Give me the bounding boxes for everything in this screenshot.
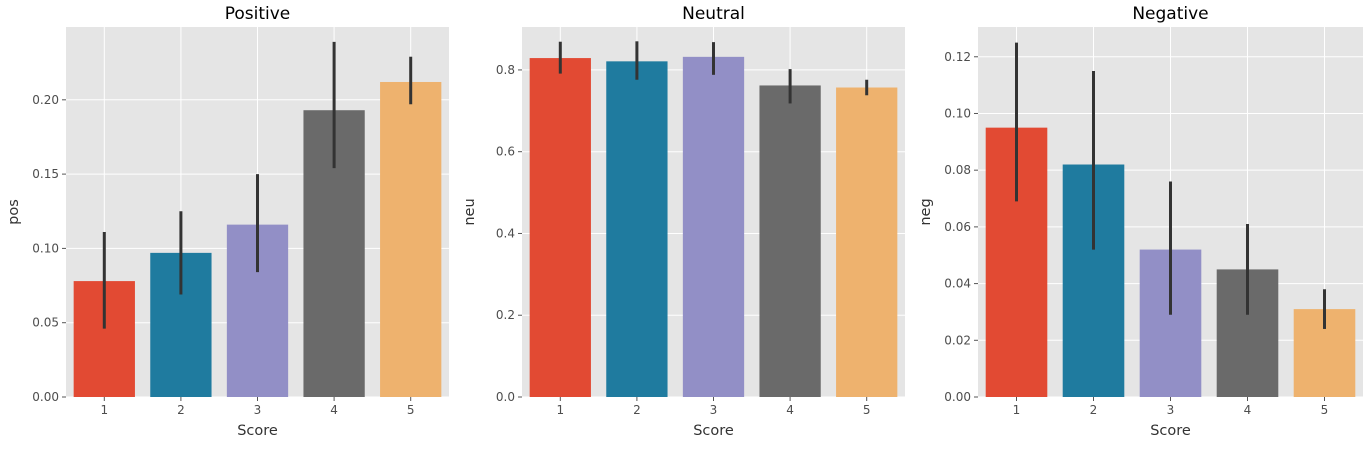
x-tick-label: 1 [100,403,108,417]
x-axis-label: Score [693,423,734,439]
panel-pos: 0.00 0.05 0.10 0.15 0.20 1 2 3 4 5 Positive Score po… [6,4,449,439]
y-tick-label: 0.12 [944,50,971,64]
y-axis-label: neg [918,198,934,225]
x-tick-label: 4 [1244,403,1252,417]
y-tick-label: 0.10 [32,241,59,255]
y-tick-label: 0.20 [32,93,59,107]
y-tick-label: 0.06 [944,220,971,234]
bar-score-3 [682,56,745,397]
y-tick-label: 0.10 [944,106,971,120]
x-tick-label: 1 [1013,403,1021,417]
y-tick-label: 0.08 [944,163,971,177]
chart-title: Negative [1132,4,1208,24]
x-tick-label: 5 [863,403,871,417]
x-tick-label: 2 [1090,403,1098,417]
panel-neu: 0.0 0.2 0.4 0.6 0.8 1 2 3 4 5 Neutral Score neu [462,4,905,439]
bar-score-2 [606,61,668,398]
x-tick-label: 5 [407,403,415,417]
x-axis-label: Score [237,423,278,439]
y-axis-label: pos [6,199,22,225]
x-tick-label: 1 [556,403,564,417]
x-tick-label: 3 [1167,403,1175,417]
y-tick-label: 0.05 [32,316,59,330]
bar-score-1 [529,58,591,397]
x-tick-label: 4 [330,403,338,417]
x-axis-label: Score [1150,423,1191,439]
x-tick-label: 3 [254,403,262,417]
y-tick-label: 0.0 [496,390,515,404]
x-tick-label: 3 [710,403,718,417]
chart-title: Neutral [682,4,745,24]
y-tick-label: 0.02 [944,333,971,347]
panel-neg: 0.00 0.02 0.04 0.06 0.08 0.10 0.12 1 2 3 4 5 Negativ… [918,4,1363,439]
bar-score-5 [836,87,898,397]
bar-score-4 [759,85,821,398]
y-tick-label: 0.4 [496,226,515,240]
y-tick-label: 0.00 [32,390,59,404]
y-axis-label: neu [462,198,478,225]
y-tick-label: 0.15 [32,167,59,181]
x-tick-label: 2 [633,403,641,417]
chart-title: Positive [225,4,291,24]
y-tick-label: 0.2 [496,308,515,322]
y-tick-label: 0.00 [944,390,971,404]
x-tick-label: 2 [177,403,185,417]
x-tick-label: 5 [1321,403,1329,417]
y-tick-label: 0.04 [944,277,971,291]
y-tick-label: 0.8 [496,63,515,77]
y-tick-label: 0.6 [496,145,515,159]
bar-score-5 [380,81,442,397]
x-tick-label: 4 [786,403,794,417]
